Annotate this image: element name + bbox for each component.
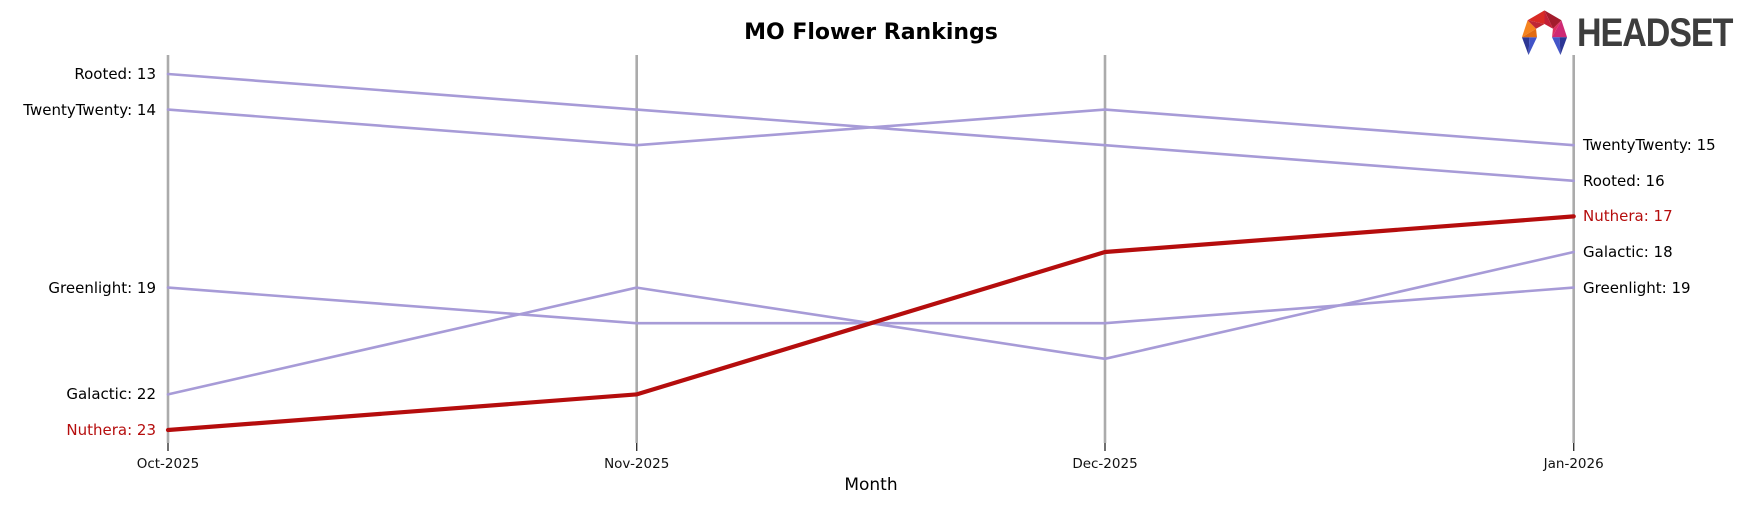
headset-logo-text: HEADSET <box>1577 10 1733 55</box>
x-axis-title: Month <box>844 475 898 495</box>
headset-logo-text-wrap: HEADSET <box>1577 11 1736 55</box>
left-label-galactic: Galactic: 22 <box>66 385 156 404</box>
x-tick-label-0: Oct-2025 <box>136 456 200 472</box>
x-tick-label-2: Dec-2025 <box>1072 456 1138 472</box>
right-label-twentytwenty: TwentyTwenty: 15 <box>1583 136 1716 155</box>
headset-logo: HEADSET <box>1521 9 1736 56</box>
series-line-nuthera <box>165 214 1576 433</box>
right-label-greenlight: Greenlight: 19 <box>1583 278 1691 297</box>
chart-title: MO Flower Rankings <box>744 20 998 45</box>
x-tick-label-1: Nov-2025 <box>604 456 670 472</box>
right-label-nuthera: Nuthera: 17 <box>1583 207 1673 226</box>
left-label-nuthera: Nuthera: 23 <box>66 421 156 439</box>
left-label-twentytwenty: TwentyTwenty: 14 <box>23 100 156 119</box>
x-tick-label-3: Jan-2026 <box>1543 456 1604 472</box>
left-label-rooted: Rooted: 13 <box>74 65 156 83</box>
left-label-greenlight: Greenlight: 19 <box>48 278 156 297</box>
right-label-galactic: Galactic: 18 <box>1583 243 1673 261</box>
headset-logo-icon <box>1521 10 1568 56</box>
right-label-rooted: Rooted: 16 <box>1583 171 1665 190</box>
series-line-greenlight <box>166 286 1575 325</box>
series-line-twentytwenty <box>166 108 1575 147</box>
